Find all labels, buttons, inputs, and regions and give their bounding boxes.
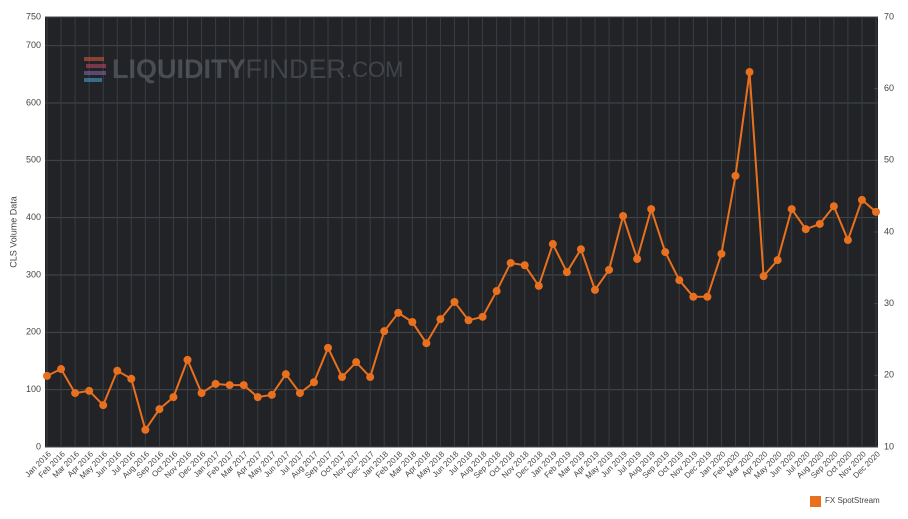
y-tick-label: 700 — [26, 40, 41, 50]
y-tick-label: 400 — [26, 212, 41, 222]
y2-tick-label: 10 — [884, 441, 894, 451]
point — [548, 240, 557, 249]
point — [590, 285, 599, 294]
point — [731, 171, 740, 180]
legend-swatch — [810, 496, 821, 507]
point — [506, 258, 515, 267]
y2-tick-label: 60 — [884, 83, 894, 93]
logo-part: .COM — [346, 57, 403, 82]
point — [675, 276, 684, 285]
logo-icon — [86, 64, 106, 68]
point — [576, 245, 585, 254]
point — [478, 312, 487, 321]
point — [703, 292, 712, 301]
logo-part: LIQUIDITY — [112, 54, 246, 84]
point — [520, 261, 529, 270]
point — [267, 390, 276, 399]
y2-tick-label: 70 — [884, 11, 894, 21]
point — [394, 308, 403, 317]
point — [380, 327, 389, 336]
point — [773, 256, 782, 265]
y-axis-label: CLS Volume Data — [8, 196, 18, 268]
logo-text: LIQUIDITYFINDER.COM — [112, 54, 403, 84]
point — [211, 379, 220, 388]
point — [197, 389, 206, 398]
y-tick-label: 0 — [36, 441, 41, 451]
point — [225, 381, 234, 390]
point — [534, 281, 543, 290]
point — [464, 316, 473, 325]
point — [281, 370, 290, 379]
y-tick-label: 300 — [26, 269, 41, 279]
y2-tick-label: 30 — [884, 298, 894, 308]
y2-tick-label: 20 — [884, 370, 894, 380]
point — [338, 373, 347, 382]
point — [43, 371, 51, 380]
grid — [45, 16, 878, 448]
point — [562, 268, 571, 277]
point — [141, 425, 150, 434]
point — [745, 68, 754, 77]
point — [295, 389, 304, 398]
point — [183, 355, 192, 364]
point — [815, 219, 824, 228]
point — [436, 315, 445, 324]
point — [843, 236, 852, 245]
point — [352, 358, 361, 367]
point — [605, 265, 614, 274]
point — [717, 249, 726, 258]
point — [450, 297, 459, 306]
point — [801, 225, 810, 234]
legend-label: FX SpotStream — [825, 496, 880, 505]
point — [85, 386, 94, 395]
point — [829, 202, 838, 211]
point — [661, 248, 670, 257]
point — [99, 401, 108, 410]
point — [324, 343, 333, 352]
point — [857, 195, 866, 204]
point — [759, 272, 768, 281]
y-tick-label: 500 — [26, 155, 41, 165]
point — [309, 378, 318, 387]
y2-tick-label: 50 — [884, 155, 894, 165]
point — [872, 207, 880, 216]
logo-part: FINDER — [246, 54, 347, 84]
point — [155, 405, 164, 414]
point — [689, 292, 698, 301]
point — [787, 205, 796, 214]
y-tick-label: 200 — [26, 327, 41, 337]
series-line — [46, 71, 877, 433]
point — [366, 373, 375, 382]
point — [127, 374, 136, 383]
point — [253, 393, 262, 402]
point — [113, 366, 122, 375]
point — [492, 287, 501, 296]
point — [57, 365, 66, 374]
point — [169, 393, 178, 402]
point — [71, 389, 80, 398]
logo-icon — [84, 78, 102, 82]
point — [408, 318, 417, 327]
logo-icon — [84, 71, 106, 75]
y-tick-label: 100 — [26, 384, 41, 394]
point — [422, 339, 431, 348]
y-tick-label: 600 — [26, 97, 41, 107]
plot-area — [45, 17, 878, 447]
point — [619, 211, 628, 220]
y-tick-label: 750 — [26, 11, 41, 21]
point — [239, 381, 248, 390]
logo: LIQUIDITYFINDER.COM — [84, 54, 403, 84]
point — [633, 254, 642, 263]
logo-icon — [84, 57, 104, 61]
y2-tick-label: 40 — [884, 226, 894, 236]
point — [647, 205, 656, 214]
